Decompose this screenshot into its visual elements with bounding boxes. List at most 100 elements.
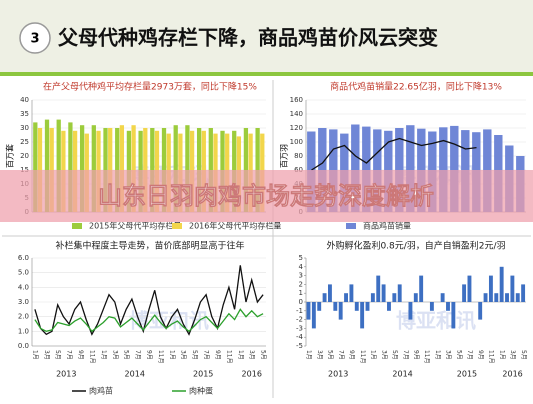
bar <box>322 293 327 302</box>
y-axis-label: 百万羽 <box>280 144 289 168</box>
x-tick-label: 5月 <box>327 350 334 360</box>
y-tick-label: 5.0 <box>18 269 29 277</box>
x-tick-label: 9月 <box>214 350 221 360</box>
bar <box>351 124 360 212</box>
year-label: 2013 <box>328 370 348 379</box>
bar <box>131 125 136 212</box>
chart-title: 商品代鸡苗销量22.65亿羽，同比下降13% <box>330 81 502 93</box>
x-tick-label: 11月 <box>423 350 430 364</box>
bar <box>328 284 332 302</box>
year-label: 2016 <box>242 370 262 379</box>
x-tick-label: 9月 <box>77 350 84 360</box>
x-tick-label: 3月 <box>111 350 118 360</box>
bar <box>91 125 96 212</box>
x-tick-label: 5月 <box>191 350 198 360</box>
x-tick-label: 3月 <box>380 350 387 360</box>
line-series <box>34 265 264 336</box>
legend-swatch <box>72 223 82 229</box>
legend-label: 2015年父母代平均存栏量 <box>89 221 181 231</box>
x-tick-label: 5月 <box>123 350 130 360</box>
y-tick-label: -1 <box>296 307 303 315</box>
bar <box>440 293 445 302</box>
header-rule <box>0 72 533 76</box>
bar <box>44 119 50 212</box>
y-tick-label: 4 <box>299 263 304 271</box>
x-tick-label: 3月 <box>180 350 187 360</box>
bar <box>338 302 343 320</box>
bar <box>79 125 85 212</box>
bar <box>406 125 415 212</box>
y-tick-label: 140 <box>290 110 303 118</box>
bar <box>119 125 125 212</box>
y-tick-label: 5 <box>299 254 303 262</box>
year-label: 2014 <box>392 370 412 379</box>
y-tick-label: 25 <box>20 138 29 146</box>
legend-swatch <box>172 223 182 229</box>
bar <box>483 293 488 302</box>
x-tick-label: 7月 <box>134 350 141 360</box>
x-tick-label: 5月 <box>260 350 267 360</box>
y-tick-label: 80 <box>294 152 303 160</box>
banner-text: 山东日羽肉鸡市场走势深度解析 <box>98 182 434 210</box>
y-tick-label: -5 <box>296 342 303 350</box>
x-tick-label: 5月 <box>455 350 462 360</box>
y-tick-label: 30 <box>20 124 29 132</box>
header-bg <box>0 0 533 72</box>
x-tick-label: 11月 <box>157 350 164 364</box>
y-tick-label: 0.0 <box>18 342 29 350</box>
line-series <box>311 137 477 171</box>
y-tick-label: -2 <box>296 316 303 324</box>
bar <box>515 293 520 302</box>
bar <box>499 266 504 302</box>
bar <box>429 302 434 311</box>
bar <box>349 284 354 302</box>
x-tick-label: 3月 <box>43 350 50 360</box>
bar <box>306 302 311 320</box>
x-tick-label: 5月 <box>54 350 61 360</box>
x-tick-label: 9月 <box>348 350 355 360</box>
y-tick-label: 35 <box>20 110 29 118</box>
x-tick-label: 1月 <box>168 350 175 360</box>
bar <box>365 302 370 311</box>
y-tick-label: 3 <box>299 272 303 280</box>
bar <box>362 126 371 212</box>
x-tick-label: 9月 <box>413 350 420 360</box>
y-tick-label: 100 <box>290 138 303 146</box>
bar <box>478 302 483 320</box>
number-badge <box>19 22 51 54</box>
y-tick-label: 120 <box>290 124 303 132</box>
bar <box>494 293 499 302</box>
y-tick-label: -3 <box>296 324 303 332</box>
slide-title: 父母代种鸡存栏下降，商品鸡苗价风云突变 <box>57 26 438 50</box>
bar <box>317 302 322 311</box>
bar <box>185 125 190 212</box>
legend-swatch <box>346 223 356 229</box>
year-label: 2014 <box>125 370 145 379</box>
x-tick-label: 5月 <box>391 350 398 360</box>
legend-label: 商品鸡苗销量 <box>363 221 411 231</box>
bar <box>439 127 448 212</box>
x-tick-label: 11月 <box>488 350 495 364</box>
x-tick-label: 5月 <box>520 350 527 360</box>
x-tick-label: 7月 <box>203 350 210 360</box>
legend-label: 肉鸡苗 <box>89 386 113 396</box>
bar <box>392 293 397 302</box>
bar <box>446 302 450 311</box>
x-tick-label: 1月 <box>31 350 38 360</box>
bar <box>397 284 402 302</box>
y-tick-label: 2.0 <box>18 313 29 321</box>
year-label: 2015 <box>193 370 213 379</box>
x-tick-label: 1月 <box>237 350 244 360</box>
bar <box>360 302 365 329</box>
bar <box>488 275 493 302</box>
x-tick-label: 7月 <box>337 350 344 360</box>
bar <box>413 293 418 302</box>
y-axis-label: 百万套 <box>5 144 15 168</box>
bar <box>68 122 73 212</box>
bar <box>451 302 456 329</box>
y-tick-label: 160 <box>290 96 303 104</box>
x-tick-label: 3月 <box>445 350 452 360</box>
y-tick-label: 0 <box>299 298 303 306</box>
x-tick-label: 1月 <box>370 350 377 360</box>
x-tick-label: 7月 <box>466 350 473 360</box>
